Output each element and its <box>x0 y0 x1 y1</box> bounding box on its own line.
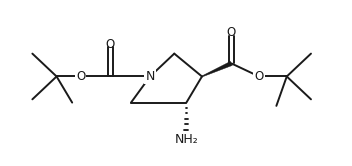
Text: O: O <box>227 26 236 39</box>
Text: O: O <box>106 38 115 51</box>
Polygon shape <box>202 61 232 77</box>
Text: NH₂: NH₂ <box>175 133 198 146</box>
Text: O: O <box>76 70 86 83</box>
Text: O: O <box>254 70 264 83</box>
Text: N: N <box>145 70 155 83</box>
